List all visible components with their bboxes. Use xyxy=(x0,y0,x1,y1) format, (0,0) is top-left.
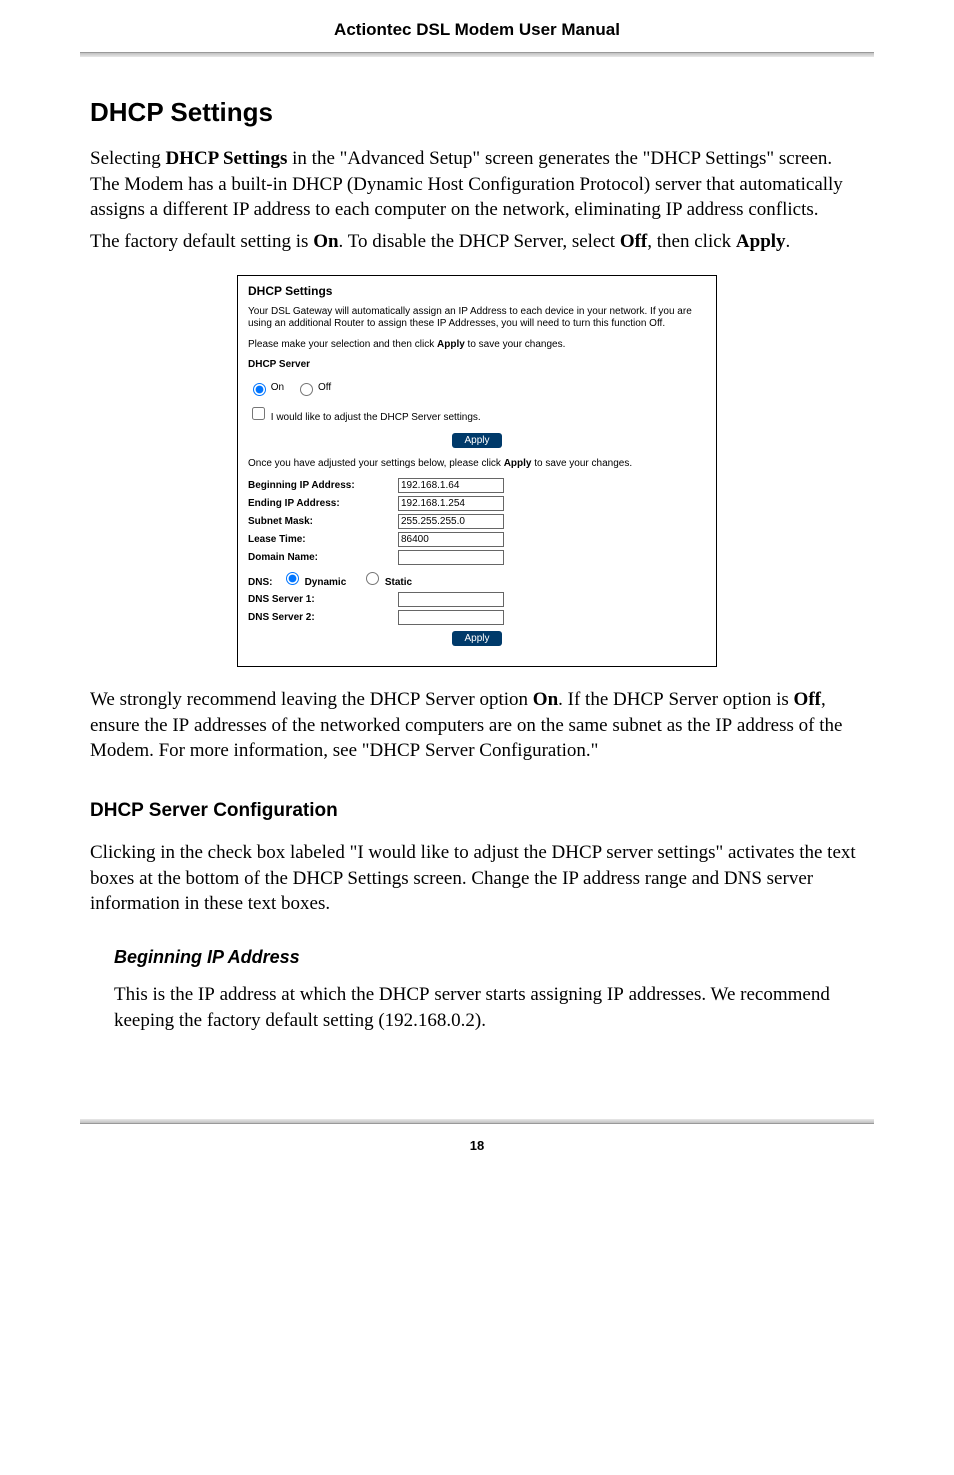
lease-label: Lease Time: xyxy=(248,534,398,545)
begin-ip-input[interactable] xyxy=(398,478,504,493)
dhcp-server-config-paragraph: Clicking in the check box labeled "I wou… xyxy=(90,840,864,917)
dhcp-settings-screenshot: DHCP Settings Your DSL Gateway will auto… xyxy=(237,275,717,668)
intro-paragraph-2: The factory default setting is On. To di… xyxy=(90,229,864,255)
radio-on-label[interactable]: On xyxy=(248,382,284,393)
radio-off[interactable] xyxy=(300,383,313,396)
adjust-checkbox-row: I would like to adjust the DHCP Server s… xyxy=(248,404,706,423)
dhcp-server-config-heading: DHCP Server Configuration xyxy=(90,800,864,822)
radio-on[interactable] xyxy=(253,383,266,396)
domain-label: Domain Name: xyxy=(248,552,398,563)
intro-paragraph-1: Selecting DHCP Settings in the "Advanced… xyxy=(90,146,864,223)
apply-button-1[interactable]: Apply xyxy=(452,433,501,448)
dns-static-radio[interactable] xyxy=(366,572,379,585)
end-ip-label: Ending IP Address: xyxy=(248,498,398,509)
beginning-ip-heading: Beginning IP Address xyxy=(114,947,864,968)
dhcp-server-label: DHCP Server xyxy=(248,359,706,372)
dns-dynamic-label[interactable]: Dynamic xyxy=(281,577,346,588)
panel-desc-3: Once you have adjusted your settings bel… xyxy=(248,458,706,471)
page-header-title: Actiontec DSL Modem User Manual xyxy=(334,20,620,39)
domain-input[interactable] xyxy=(398,550,504,565)
panel-desc-2: Please make your selection and then clic… xyxy=(248,339,706,352)
panel-desc-1: Your DSL Gateway will automatically assi… xyxy=(248,306,706,331)
apply-button-2[interactable]: Apply xyxy=(452,631,501,646)
dns2-input[interactable] xyxy=(398,610,504,625)
radio-off-label[interactable]: Off xyxy=(295,382,331,393)
begin-ip-label: Beginning IP Address: xyxy=(248,480,398,491)
end-ip-input[interactable] xyxy=(398,496,504,511)
subnet-label: Subnet Mask: xyxy=(248,516,398,527)
dhcp-settings-heading: DHCP Settings xyxy=(90,97,864,128)
panel-title: DHCP Settings xyxy=(248,284,706,298)
dns2-label: DNS Server 2: xyxy=(248,612,398,623)
adjust-checkbox[interactable] xyxy=(252,407,265,420)
beginning-ip-paragraph: This is the IP address at which the DHCP… xyxy=(114,982,864,1033)
subnet-input[interactable] xyxy=(398,514,504,529)
after-screenshot-paragraph: We strongly recommend leaving the DHCP S… xyxy=(90,687,864,764)
page-number: 18 xyxy=(0,1124,954,1183)
dns-static-label[interactable]: Static xyxy=(361,577,412,588)
dns1-input[interactable] xyxy=(398,592,504,607)
dns-radio-row: DNS: Dynamic Static xyxy=(248,569,706,588)
dns1-label: DNS Server 1: xyxy=(248,594,398,605)
dns-label: DNS: xyxy=(248,577,272,588)
adjust-checkbox-label[interactable]: I would like to adjust the DHCP Server s… xyxy=(248,412,481,423)
on-off-radio-row: On Off xyxy=(248,380,706,396)
dns-dynamic-radio[interactable] xyxy=(286,572,299,585)
lease-input[interactable] xyxy=(398,532,504,547)
